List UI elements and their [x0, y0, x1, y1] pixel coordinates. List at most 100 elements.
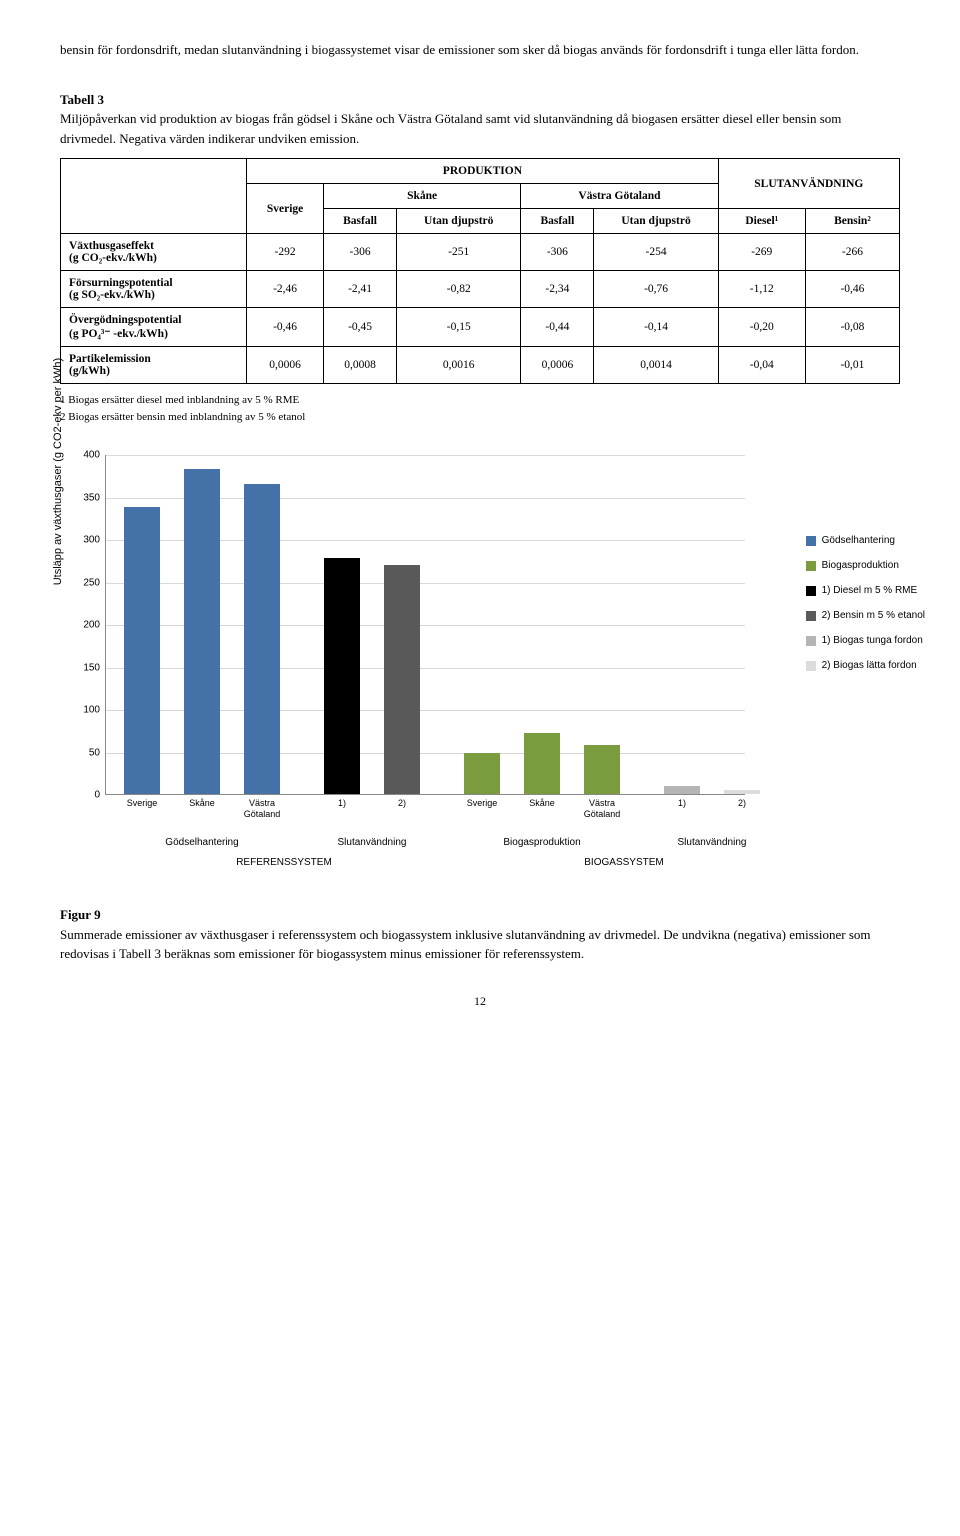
cell: -0,46	[805, 271, 899, 308]
cell: -0,20	[718, 308, 805, 347]
th-basfall-2: Basfall	[521, 209, 594, 234]
chart: Utsläpp av växthusgaser (g CO2-ekv per k…	[60, 455, 900, 875]
table-row: Växthusgaseffekt(g CO₂-ekv./kWh)-292-306…	[61, 234, 900, 271]
bar	[664, 786, 700, 795]
category-label: 1)	[317, 794, 367, 809]
cell: 0,0008	[323, 347, 396, 384]
figure-caption-num: Figur 9	[60, 907, 101, 922]
figure-caption-body: Summerade emissioner av växthusgaser i r…	[60, 927, 871, 962]
th-vg: Västra Götaland	[521, 184, 718, 209]
table-row: Övergödningspotential(g PO₄³⁻ -ekv./kWh)…	[61, 308, 900, 347]
category-label: 2)	[717, 794, 767, 809]
row-label: Växthusgaseffekt(g CO₂-ekv./kWh)	[61, 234, 247, 271]
footnotes: 1 Biogas ersätter diesel med inblandning…	[60, 392, 900, 425]
figure-caption: Figur 9 Summerade emissioner av växthusg…	[60, 905, 900, 964]
system-label: REFERENSSYSTEM	[134, 857, 434, 868]
bar	[384, 565, 420, 795]
row-label: Partikelemission(g/kWh)	[61, 347, 247, 384]
legend-item: Biogasproduktion	[806, 560, 925, 571]
cell: 0,0006	[521, 347, 594, 384]
footnote-1: 1 Biogas ersätter diesel med inblandning…	[60, 392, 900, 409]
cell: 0,0014	[594, 347, 718, 384]
row-label: Övergödningspotential(g PO₄³⁻ -ekv./kWh)	[61, 308, 247, 347]
cell: -266	[805, 234, 899, 271]
ytick: 300	[83, 535, 106, 546]
legend-swatch	[806, 561, 816, 571]
cell: -2,41	[323, 271, 396, 308]
cell: -0,04	[718, 347, 805, 384]
cell: -0,44	[521, 308, 594, 347]
legend-swatch	[806, 536, 816, 546]
legend-item: 1) Biogas tunga fordon	[806, 635, 925, 646]
bar	[324, 558, 360, 794]
th-utan-1: Utan djupströ	[397, 209, 521, 234]
cell: 0,0016	[397, 347, 521, 384]
ytick: 0	[94, 790, 106, 801]
system-label: BIOGASSYSTEM	[474, 857, 774, 868]
legend: Gödselhantering Biogasproduktion 1) Diesel…	[806, 535, 925, 685]
intro-text: bensin för fordonsdrift, medan slutanvän…	[60, 40, 900, 60]
ytick: 50	[89, 747, 106, 758]
category-label: Skåne	[517, 794, 567, 809]
cell: -2,34	[521, 271, 594, 308]
th-slutanv: SLUTANVÄNDNING	[718, 159, 899, 209]
legend-label: 1) Biogas tunga fordon	[822, 635, 923, 646]
legend-swatch	[806, 636, 816, 646]
legend-swatch	[806, 611, 816, 621]
table-caption: Tabell 3 Miljöpåverkan vid produktion av…	[60, 90, 900, 149]
cell: -0,82	[397, 271, 521, 308]
th-produktion: PRODUKTION	[247, 159, 718, 184]
legend-label: Biogasproduktion	[822, 560, 899, 571]
data-table: PRODUKTION SLUTANVÄNDNING Sverige Skåne …	[60, 158, 900, 384]
category-label: VästraGötaland	[577, 794, 627, 820]
footnote-2: 2 Biogas ersätter bensin med inblandning…	[60, 409, 900, 426]
ytick: 250	[83, 577, 106, 588]
cell: -292	[247, 234, 324, 271]
cell: 0,0006	[247, 347, 324, 384]
gridline	[106, 455, 745, 456]
cell: -306	[323, 234, 396, 271]
category-label: Skåne	[177, 794, 227, 809]
legend-item: Gödselhantering	[806, 535, 925, 546]
page-number: 12	[60, 994, 900, 1009]
group-label: Slutanvändning	[642, 837, 782, 848]
th-sverige: Sverige	[247, 184, 324, 234]
table-caption-body: Miljöpåverkan vid produktion av biogas f…	[60, 111, 841, 146]
cell: -0,45	[323, 308, 396, 347]
th-basfall-1: Basfall	[323, 209, 396, 234]
row-label: Försurningspotential(g SO₂-ekv./kWh)	[61, 271, 247, 308]
legend-label: 1) Diesel m 5 % RME	[822, 585, 918, 596]
cell: -0,08	[805, 308, 899, 347]
table-caption-num: Tabell 3	[60, 92, 104, 107]
ytick: 400	[83, 450, 106, 461]
ytick: 150	[83, 662, 106, 673]
group-label: Biogasproduktion	[472, 837, 612, 848]
category-label: Sverige	[457, 794, 507, 809]
legend-label: 2) Bensin m 5 % etanol	[822, 610, 925, 621]
th-utan-2: Utan djupströ	[594, 209, 718, 234]
bar	[244, 484, 280, 794]
cell: -254	[594, 234, 718, 271]
legend-item: 2) Bensin m 5 % etanol	[806, 610, 925, 621]
table-row: Försurningspotential(g SO₂-ekv./kWh)-2,4…	[61, 271, 900, 308]
bar	[584, 745, 620, 794]
legend-swatch	[806, 661, 816, 671]
ytick: 350	[83, 492, 106, 503]
th-diesel: Diesel¹	[718, 209, 805, 234]
bar	[524, 733, 560, 794]
group-label: Slutanvändning	[302, 837, 442, 848]
bar	[464, 753, 500, 794]
cell: -269	[718, 234, 805, 271]
cell: -2,46	[247, 271, 324, 308]
ytick: 200	[83, 620, 106, 631]
category-label: Sverige	[117, 794, 167, 809]
cell: -0,14	[594, 308, 718, 347]
legend-label: 2) Biogas lätta fordon	[822, 660, 917, 671]
legend-item: 2) Biogas lätta fordon	[806, 660, 925, 671]
cell: -0,76	[594, 271, 718, 308]
table-row: Partikelemission(g/kWh)0,00060,00080,001…	[61, 347, 900, 384]
category-label: 1)	[657, 794, 707, 809]
category-label: 2)	[377, 794, 427, 809]
category-label: VästraGötaland	[237, 794, 287, 820]
bar	[124, 507, 160, 794]
